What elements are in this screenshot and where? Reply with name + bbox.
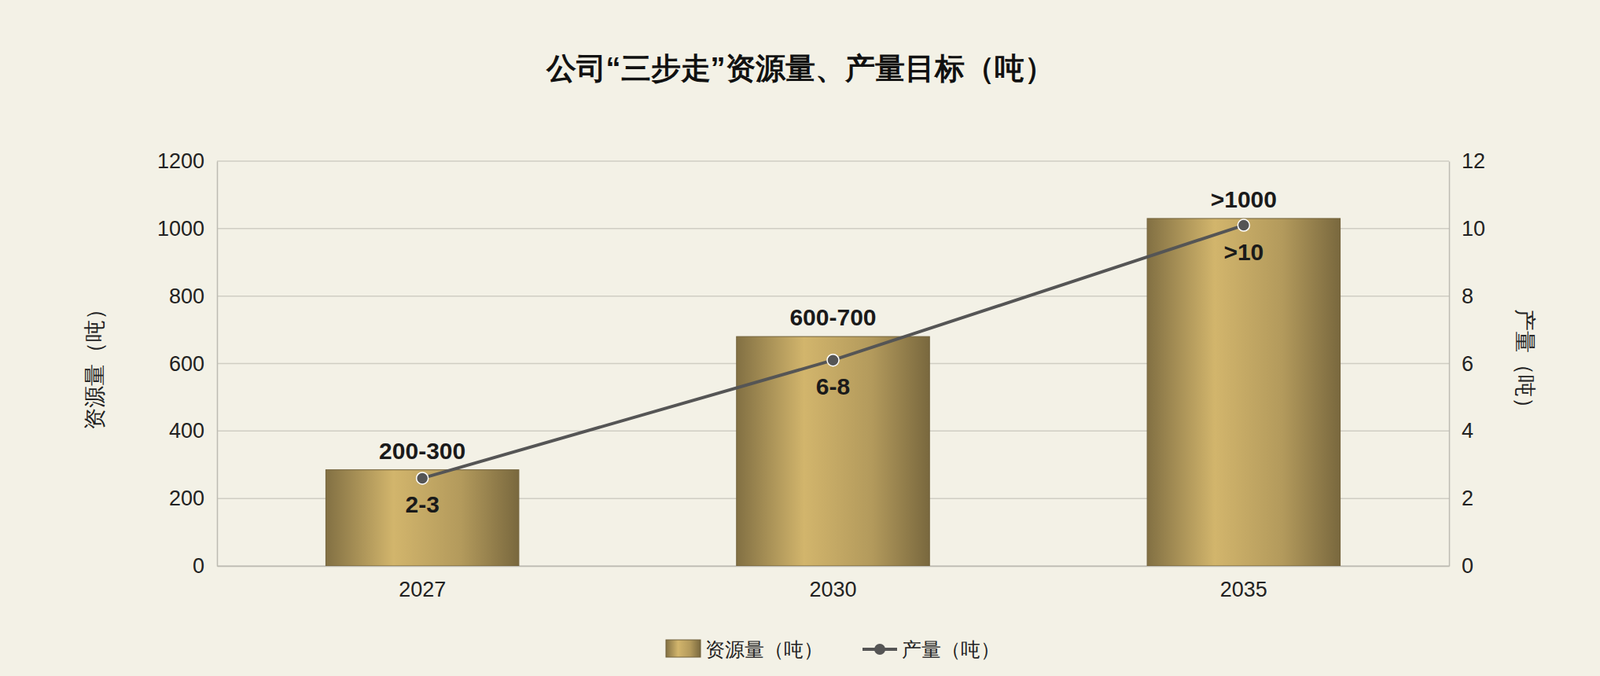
tick-label: 10 [1461, 217, 1486, 241]
tick: 1200 [157, 149, 218, 173]
marker [827, 354, 839, 367]
tick-label: 0 [1461, 554, 1474, 578]
x-axis: 2027 2030 2035 [217, 566, 1450, 602]
data-label: >1000 [1210, 186, 1277, 213]
tick: 200 [169, 486, 218, 511]
bar [1147, 218, 1340, 567]
grid-line [217, 160, 1450, 162]
marks [325, 218, 1340, 567]
tick-label: 8 [1461, 284, 1474, 309]
tick-label: 400 [169, 419, 205, 443]
legend: 资源量（吨） 产量（吨） [665, 638, 1001, 661]
tick: 400 [169, 419, 218, 443]
axis-line [1449, 161, 1451, 567]
tick: 2030 [809, 566, 857, 602]
y2-axis: 0 2 4 6 8 10 12 [1449, 149, 1486, 578]
tick-label: 2 [1461, 486, 1474, 511]
legend-label: 产量（吨） [901, 638, 1001, 661]
tick: 600 [169, 352, 218, 376]
y-axis: 0 200 400 600 800 1000 1200 [157, 149, 218, 578]
tick: 0 [192, 554, 218, 578]
tick: 2035 [1220, 566, 1268, 602]
data-labels: 200-300 600-700 >1000 2-3 6-8 >10 [378, 186, 1277, 518]
bar [736, 336, 930, 567]
data-label: 2-3 [404, 491, 439, 518]
tick-label: 12 [1461, 149, 1486, 173]
data-label: >10 [1223, 239, 1264, 265]
tick-label: 2027 [398, 577, 446, 602]
tick-label: 6 [1461, 352, 1474, 376]
marker [1237, 219, 1250, 232]
legend-item: 产量（吨） [862, 638, 1001, 661]
tick: 2027 [398, 566, 446, 602]
tick: 800 [169, 284, 218, 309]
tick-label: 1000 [157, 217, 205, 241]
tick: 10 [1449, 217, 1486, 241]
background [0, 0, 1600, 676]
data-label: 6-8 [816, 373, 850, 400]
axis-line [217, 161, 219, 567]
tick-label: 4 [1461, 419, 1474, 443]
plot: 0200400600800100012000246810122027203020… [157, 149, 1486, 602]
tick-label: 600 [169, 352, 205, 376]
legend-marker [874, 643, 886, 655]
y-axis-title: 资源量（吨） [82, 297, 107, 431]
tick-label: 2035 [1220, 577, 1268, 602]
line [422, 225, 1244, 479]
data-label: 200-300 [378, 437, 466, 464]
legend-label: 资源量（吨） [705, 638, 824, 661]
legend-item: 资源量（吨） [665, 638, 824, 661]
grid [217, 161, 1450, 567]
tick: 2 [1449, 486, 1474, 511]
tick-label: 800 [169, 284, 205, 309]
tick: 12 [1449, 149, 1486, 173]
chart-title: 公司“三步走”资源量、产量目标（吨） [545, 51, 1055, 85]
bar [325, 470, 519, 567]
y2-axis-title: 产量（吨） [1512, 308, 1538, 420]
tick-label: 0 [192, 554, 205, 578]
tick: 1000 [157, 217, 218, 241]
chart-svg: 公司“三步走”资源量、产量目标（吨）0200400600800100012000… [0, 0, 1600, 676]
tick: 6 [1449, 352, 1474, 376]
marker [416, 472, 429, 485]
legend-swatch [665, 640, 701, 658]
tick-label: 200 [169, 486, 205, 511]
tick: 8 [1449, 284, 1474, 309]
tick-label: 1200 [157, 149, 205, 173]
tick-label: 2030 [809, 577, 857, 602]
tick: 4 [1449, 419, 1474, 443]
data-label: 600-700 [789, 304, 876, 331]
tick: 0 [1449, 554, 1474, 578]
